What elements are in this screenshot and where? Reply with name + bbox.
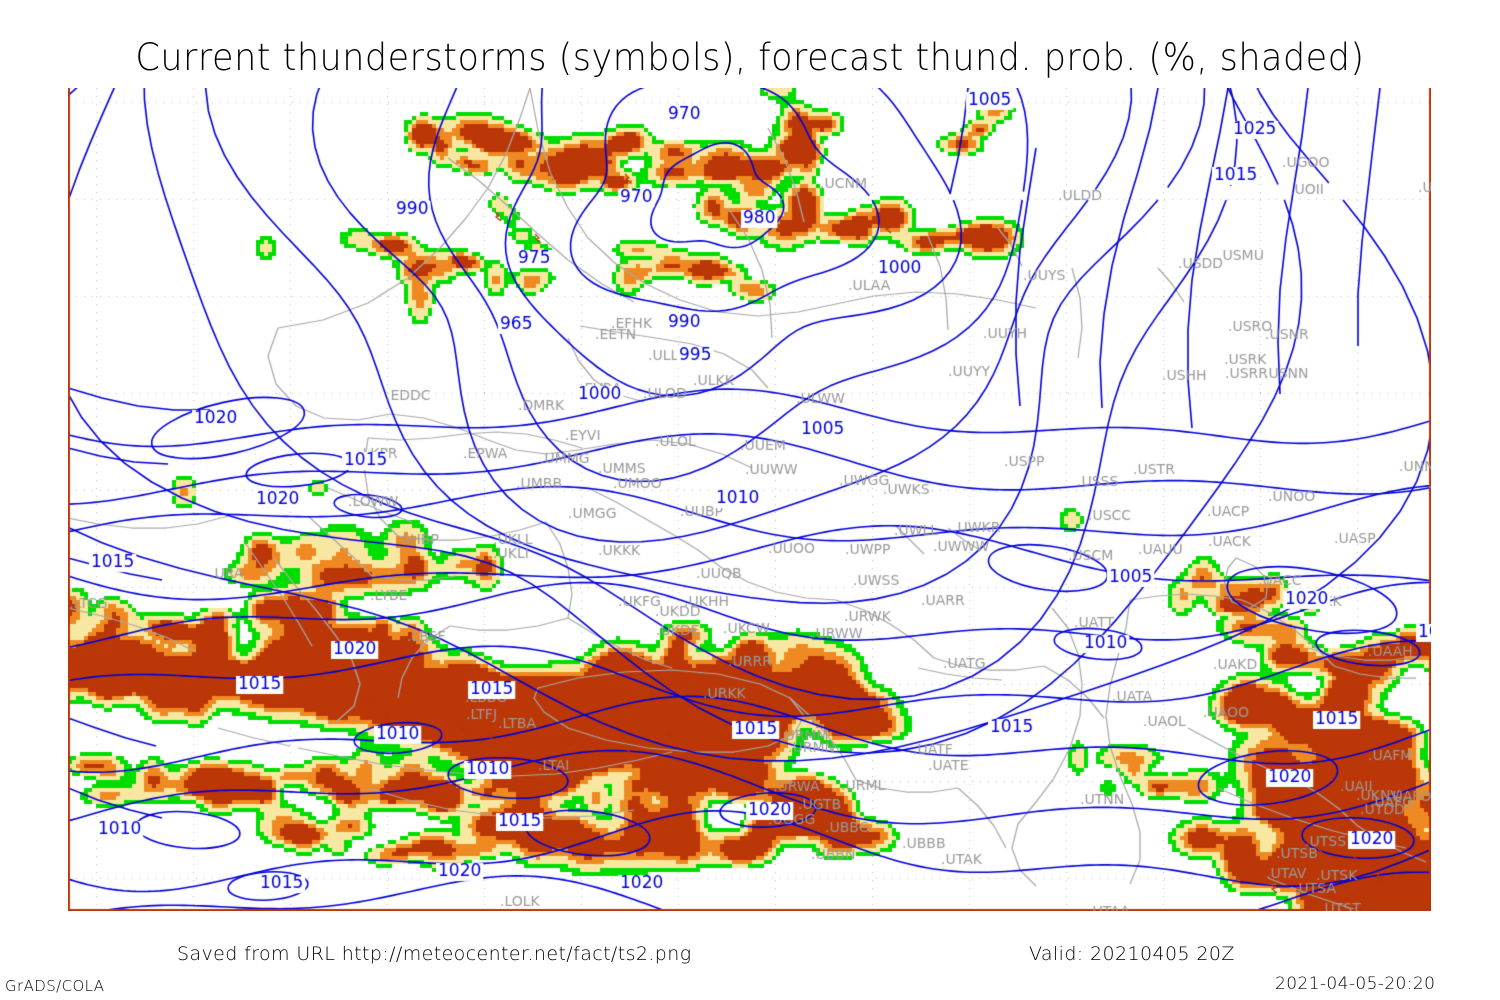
chart-title: Current thunderstorms (symbols), forecas… xyxy=(135,36,1365,80)
producer-label: GrADS/COLA xyxy=(5,977,105,995)
timestamp-label: 2021-04-05-20:20 xyxy=(1275,974,1436,994)
map-label-canvas xyxy=(68,88,1431,911)
saved-from-url-label: Saved from URL http://meteocenter.net/fa… xyxy=(177,943,692,965)
valid-time-label: Valid: 20210405 20Z xyxy=(1029,943,1235,965)
map-plot-area[interactable] xyxy=(68,88,1431,911)
